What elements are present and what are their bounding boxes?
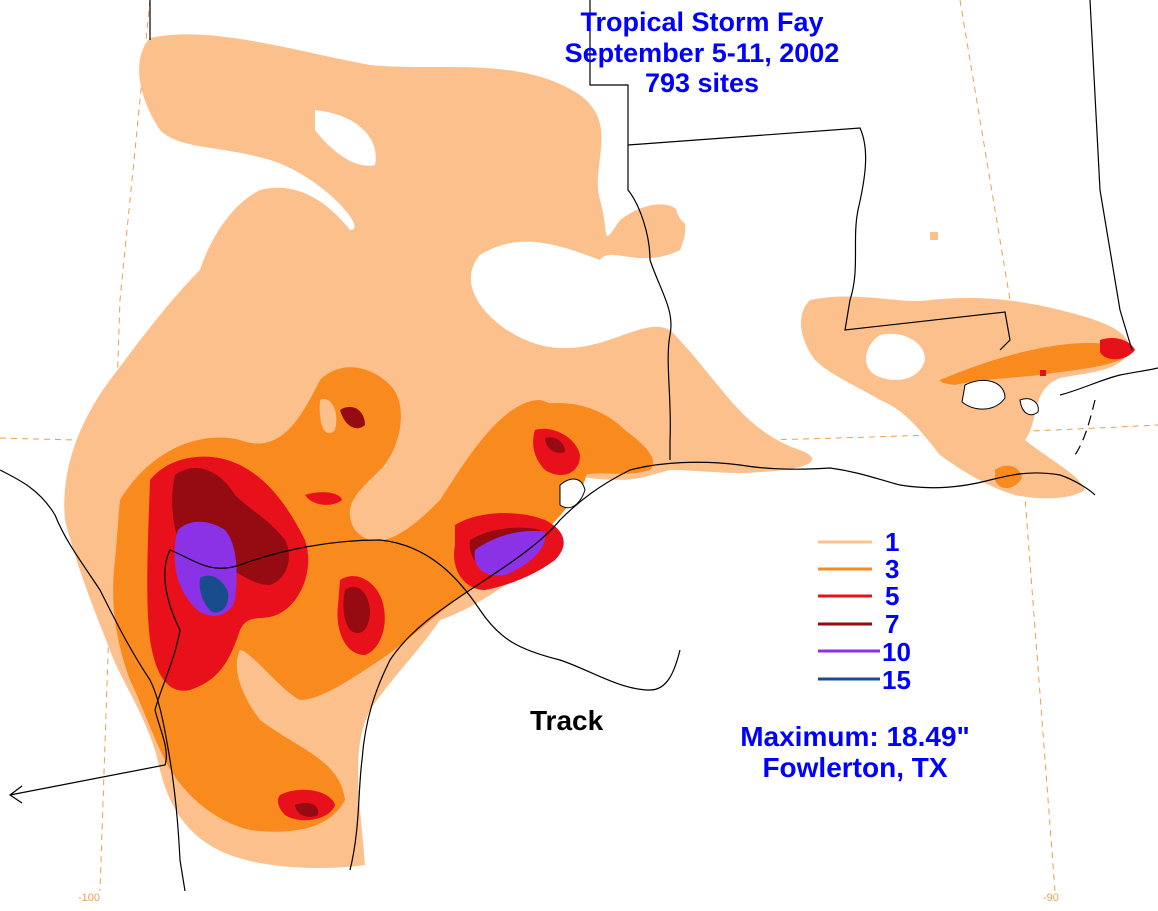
legend-label-7: 7 [885, 609, 899, 639]
track-arrowhead-icon [8, 785, 23, 804]
title-line-3: 793 sites [645, 68, 759, 98]
gulf-coastline [349, 367, 1158, 871]
coastal-water [559, 380, 1039, 509]
mississippi-delta-dashed [1074, 399, 1096, 456]
legend-label-15: 15 [882, 665, 911, 695]
track-label: Track [530, 705, 604, 736]
title-line-2: September 5-11, 2002 [565, 38, 840, 68]
meridian-100 [99, 0, 151, 892]
longitude-label-right: -90 [1043, 892, 1059, 904]
mississippi-alabama-border [1089, 0, 1133, 351]
legend-label-3: 3 [885, 554, 899, 584]
legend-label-1: 1 [885, 527, 899, 557]
contour-15in [199, 575, 229, 613]
maximum-line-1: Maximum: 18.49" [740, 721, 970, 752]
legend-label-10: 10 [882, 637, 911, 667]
title-block: Tropical Storm Fay September 5-11, 2002 … [565, 7, 840, 98]
maximum-block: Maximum: 18.49" Fowlerton, TX [740, 721, 970, 783]
coastline-main [349, 461, 1096, 871]
maximum-line-2: Fowlerton, TX [762, 752, 947, 783]
texas-louisiana-border [589, 0, 672, 460]
track-line[interactable] [9, 539, 681, 796]
borders [0, 0, 1133, 892]
storm-track [8, 539, 681, 804]
longitude-label-left: -100 [78, 892, 100, 904]
coastline-east [1059, 367, 1158, 396]
rio-grande-border [0, 469, 186, 892]
legend-label-5: 5 [885, 581, 899, 611]
arkansas-louisiana-border [627, 127, 1011, 351]
title-line-1: Tropical Storm Fay [580, 7, 823, 37]
meridian-90 [959, 0, 1056, 892]
legend: 1 3 5 7 10 15 [818, 527, 911, 695]
graticule [0, 0, 1158, 892]
